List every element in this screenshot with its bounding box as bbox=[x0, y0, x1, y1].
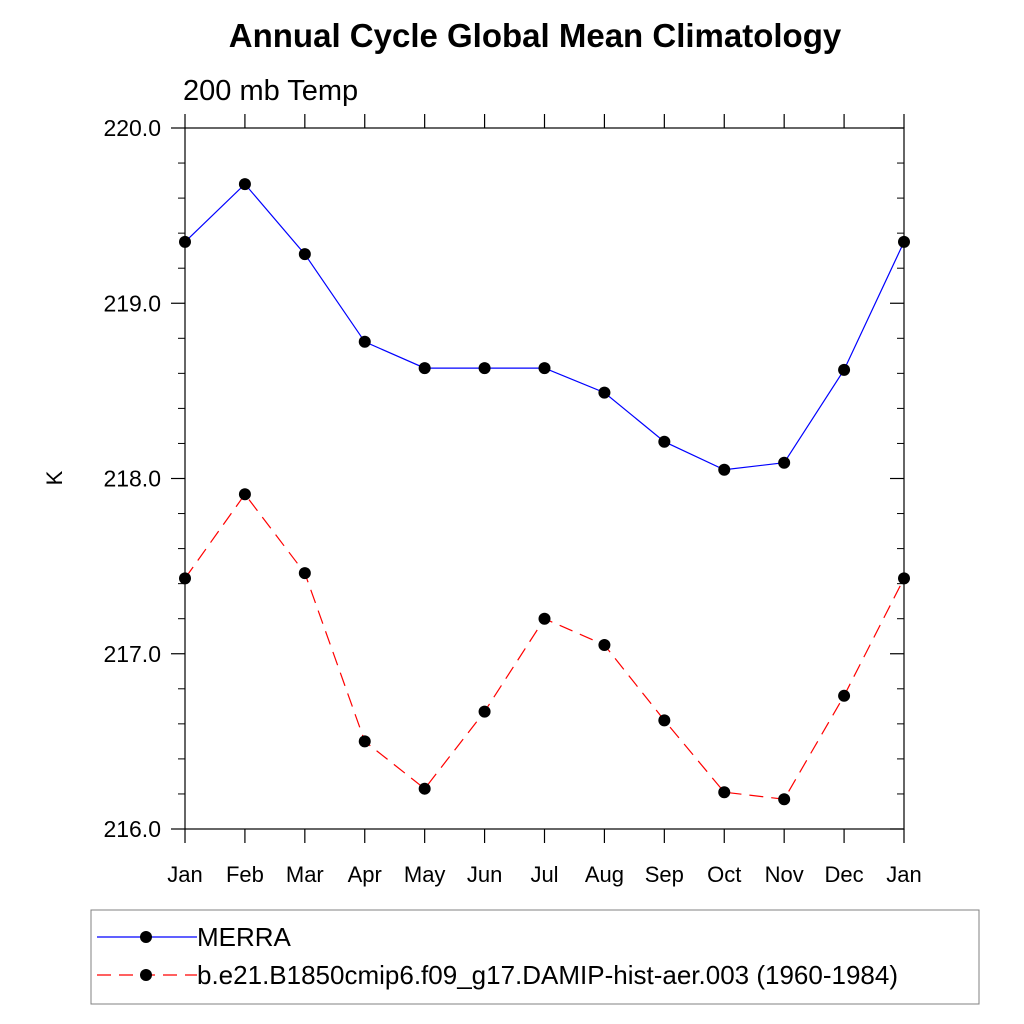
data-point bbox=[179, 572, 191, 585]
data-point bbox=[598, 386, 611, 399]
x-tick-label: May bbox=[404, 862, 446, 887]
x-tick-label: Jul bbox=[530, 862, 558, 887]
data-point bbox=[358, 335, 371, 348]
legend-box bbox=[90, 909, 980, 1005]
y-tick-label: 216.0 bbox=[103, 816, 161, 842]
x-tick-label: Sep bbox=[645, 862, 684, 887]
y-tick-label: 217.0 bbox=[103, 641, 161, 667]
axis-ticks: 216.0 217.0 218.0 219.0 220.0 Jan Feb Mar Apr May… bbox=[103, 114, 922, 887]
x-tick-label: Nov bbox=[765, 862, 804, 887]
series-line-2 bbox=[184, 493, 905, 800]
legend-marker-2 bbox=[140, 969, 152, 981]
data-point bbox=[658, 435, 671, 448]
data-point bbox=[358, 735, 371, 748]
chart-title: Annual Cycle Global Mean Climatology bbox=[229, 17, 842, 54]
plot-frame bbox=[184, 127, 905, 830]
legend-label-2: b.e21.B1850cmip6.f09_g17.DAMIP-hist-aer.… bbox=[197, 960, 898, 990]
legend-label-1: MERRA bbox=[197, 922, 292, 952]
legend-marker-1 bbox=[140, 931, 152, 943]
data-point bbox=[898, 235, 910, 248]
series-layer bbox=[179, 178, 910, 806]
x-tick-label: Feb bbox=[226, 862, 264, 887]
x-tick-label: Jun bbox=[467, 862, 502, 887]
x-tick-label: Jan bbox=[167, 862, 202, 887]
data-point bbox=[418, 362, 431, 375]
x-tick-label: Mar bbox=[286, 862, 324, 887]
data-point bbox=[538, 612, 551, 625]
data-point bbox=[179, 235, 191, 248]
y-tick-label: 220.0 bbox=[103, 115, 161, 141]
chart-subtitle: 200 mb Temp bbox=[183, 75, 358, 107]
x-tick-label: Apr bbox=[348, 862, 382, 887]
x-tick-label: Aug bbox=[585, 862, 624, 887]
y-axis-label: K bbox=[42, 470, 67, 485]
data-point bbox=[838, 689, 851, 702]
y-tick-label: 219.0 bbox=[103, 290, 161, 316]
data-point bbox=[298, 248, 311, 261]
x-tick-label: Jan bbox=[886, 862, 921, 887]
data-point bbox=[238, 488, 251, 501]
series-line-1 bbox=[184, 183, 905, 471]
data-point bbox=[598, 638, 611, 651]
data-point bbox=[898, 572, 910, 585]
data-point bbox=[838, 363, 851, 376]
data-point bbox=[658, 714, 671, 727]
data-point bbox=[718, 786, 731, 799]
legend: MERRA b.e21.B1850cmip6.f09_g17.DAMIP-hist… bbox=[97, 922, 898, 990]
data-point bbox=[298, 567, 311, 580]
data-point bbox=[778, 456, 791, 469]
data-point bbox=[778, 793, 791, 806]
data-point bbox=[418, 782, 431, 795]
data-point bbox=[718, 463, 731, 476]
data-point bbox=[478, 705, 491, 718]
x-tick-label: Oct bbox=[707, 862, 741, 887]
data-point bbox=[538, 362, 551, 375]
data-point bbox=[238, 178, 251, 191]
data-point bbox=[478, 362, 491, 375]
y-tick-label: 218.0 bbox=[103, 466, 161, 492]
x-tick-label: Dec bbox=[825, 862, 864, 887]
